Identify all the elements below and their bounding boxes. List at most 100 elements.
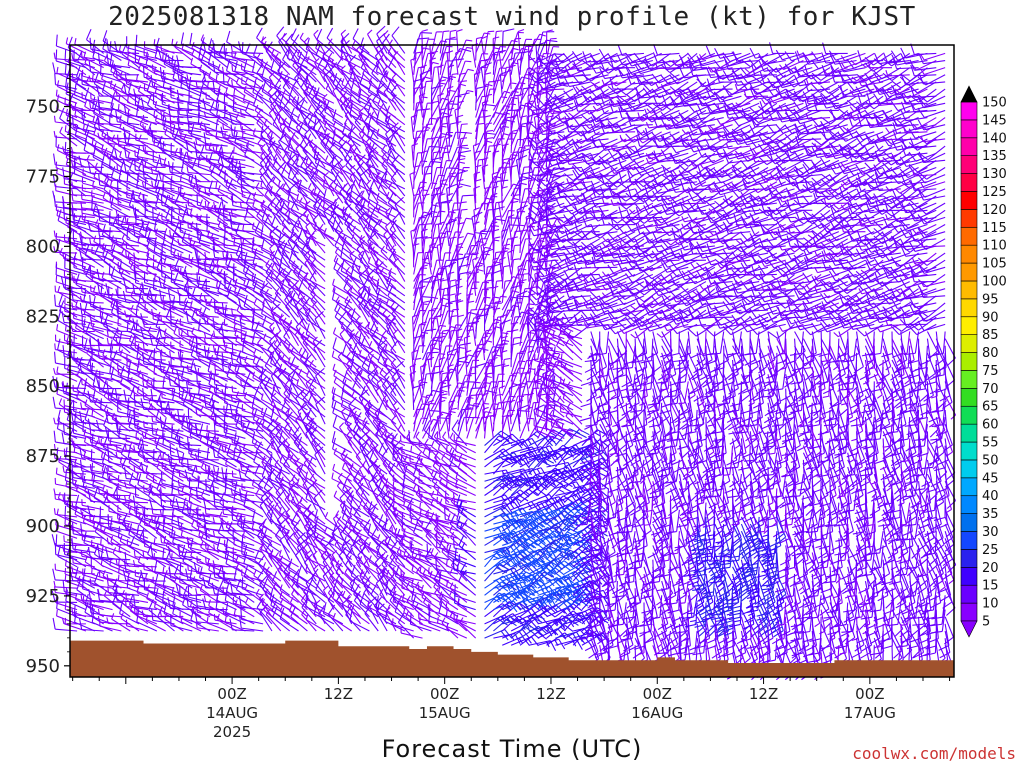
barb-flag-full: [188, 476, 191, 489]
barb-staff: [74, 621, 96, 632]
barb-flag-full: [108, 227, 111, 239]
barb-flag-full: [75, 273, 80, 285]
barb-flag-half: [107, 137, 109, 144]
wind-barb: [57, 309, 78, 332]
barb-flag-full: [108, 113, 111, 125]
barb-flag-full: [71, 466, 74, 478]
barb-staff: [56, 608, 78, 618]
barb-flag-full: [81, 72, 83, 85]
wind-barb: [84, 87, 104, 111]
barb-flag-full: [71, 473, 74, 485]
barb-flag-full: [74, 610, 77, 623]
barb-staff: [56, 95, 78, 104]
wind-barb: [51, 590, 78, 604]
wind-barb: [55, 467, 78, 482]
wind-barb: [84, 123, 104, 147]
wind-barb: [85, 76, 104, 97]
barb-flag-full: [82, 112, 86, 124]
barb-flag-full: [189, 32, 193, 45]
barb-flag-full: [64, 141, 67, 154]
barb-flag-half: [56, 209, 59, 216]
barb-flag-half: [62, 545, 65, 552]
wind-barb: [80, 201, 104, 211]
barb-staff: [63, 393, 86, 397]
barb-flag-half: [169, 229, 171, 237]
wind-barb: [62, 545, 86, 554]
barb-flag-full: [79, 302, 83, 315]
wind-barb: [81, 184, 104, 197]
barb-flag-half: [61, 617, 65, 624]
barb-flag-half: [75, 484, 80, 491]
barb-flag-full: [85, 321, 91, 333]
barb-flag-half: [179, 268, 182, 275]
wind-barb: [71, 273, 95, 283]
wind-barb: [71, 501, 95, 511]
wind-barb: [56, 417, 78, 439]
barb-flag-half: [71, 302, 74, 309]
barb-flag-full: [82, 318, 86, 331]
wind-barb: [73, 276, 95, 290]
barb-staff: [55, 628, 78, 632]
barb-flag-full: [52, 617, 56, 630]
barb-flag-half: [89, 436, 92, 443]
barb-flag-full: [83, 338, 88, 350]
wind-barb: [63, 399, 87, 411]
barb-flag-full: [62, 345, 65, 357]
wind-barb: [71, 537, 95, 554]
barb-flag-half: [74, 479, 77, 487]
wind-barb: [80, 193, 104, 204]
barb-flag-half: [71, 438, 74, 445]
barb-flag-half: [64, 324, 67, 331]
barb-flag-full: [61, 432, 65, 444]
barb-flag-half: [160, 536, 163, 543]
wind-barb: [67, 36, 87, 61]
barb-flag-half: [117, 396, 120, 403]
wind-barb: [53, 580, 78, 589]
barb-flag-half: [71, 202, 74, 209]
barb-flag-full: [78, 247, 83, 260]
barb-staff: [55, 167, 78, 176]
barb-flag-full: [52, 396, 56, 409]
barb-flag-full: [53, 430, 56, 443]
barb-flag-half: [153, 553, 156, 560]
barb-staff: [64, 433, 87, 440]
barb-flag-half: [76, 369, 81, 376]
wind-barb: [55, 275, 78, 290]
barb-flag-full: [64, 505, 67, 518]
wind-barb: [81, 236, 104, 254]
barb-flag-half: [71, 273, 74, 281]
barb-flag-half: [71, 188, 74, 195]
barb-flag-half: [84, 57, 88, 64]
barb-flag-full: [73, 411, 77, 423]
wind-barb: [53, 508, 78, 518]
barb-flag-half: [71, 566, 74, 573]
barb-flag-half: [197, 567, 200, 574]
barb-flag-full: [107, 515, 110, 527]
barb-flag-full: [179, 184, 182, 196]
barb-flag-full: [73, 83, 77, 95]
barb-flag-full: [56, 238, 61, 251]
barb-flag-full: [76, 215, 82, 227]
chart-title: 2025081318 NAM forecast wind profile (kt…: [0, 2, 1024, 32]
barb-flag-half: [53, 230, 56, 237]
barb-flag-full: [57, 545, 61, 557]
barb-staff: [64, 516, 87, 525]
barb-flag-half: [222, 251, 225, 258]
barb-staff: [56, 473, 78, 482]
wind-barb: [57, 285, 78, 304]
barb-staff: [73, 533, 95, 539]
barb-staff: [68, 438, 87, 454]
barb-flag-half: [71, 608, 74, 615]
barb-staff: [77, 367, 96, 382]
barb-flag-half: [162, 54, 164, 61]
barb-staff: [72, 279, 95, 283]
barb-flag-full: [73, 155, 76, 168]
barb-flag-full: [65, 447, 68, 459]
barb-flag-full: [59, 300, 65, 312]
barb-flag-half: [84, 100, 87, 107]
barb-staff: [64, 219, 87, 226]
barb-flag-half: [65, 37, 69, 44]
barb-staff: [81, 198, 104, 204]
barb-flag-half: [82, 124, 85, 131]
barb-flag-half: [197, 267, 200, 274]
